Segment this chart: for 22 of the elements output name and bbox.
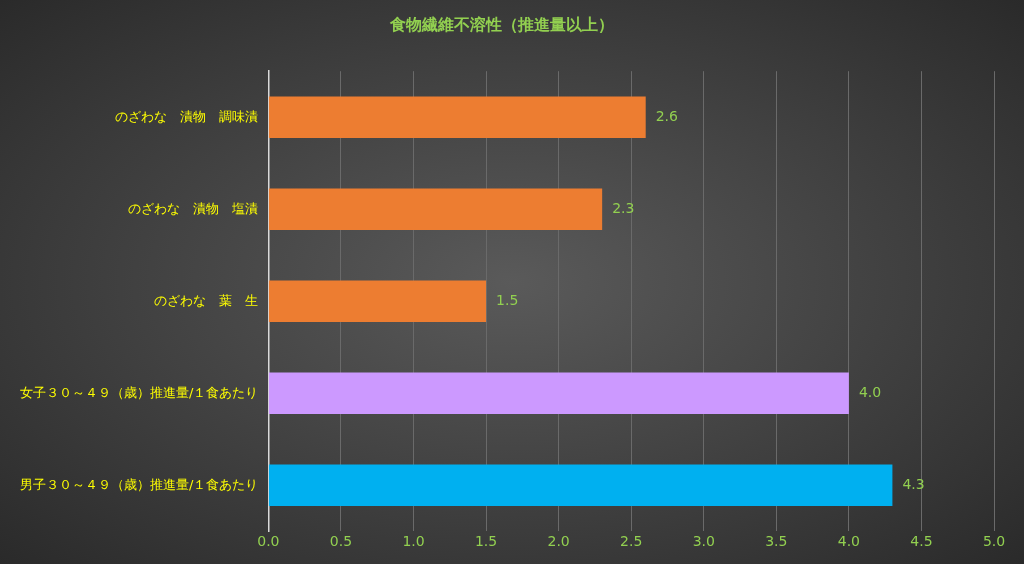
x-tick-label: 3.0 <box>692 533 715 550</box>
x-tick-label: 4.0 <box>837 533 861 550</box>
x-tick-label: 1.5 <box>474 533 498 550</box>
y-tick-label: 男子３０～４９（歳）推進量/１食あたり <box>19 476 259 492</box>
chart-title: 食物繊維不溶性（推進量以上） <box>389 14 614 34</box>
y-tick-label: のざわな 漬物 塩漬 <box>128 200 259 216</box>
x-tick-label: 4.5 <box>910 533 933 550</box>
y-tick-label: 女子３０～４９（歳）推進量/１食あたり <box>19 384 259 400</box>
x-tick-label: 5.0 <box>982 533 1006 550</box>
data-label: 2.6 <box>655 107 679 124</box>
data-label: 2.3 <box>612 199 635 216</box>
x-tick-label: 0.0 <box>257 533 280 550</box>
x-tick-label: 2.5 <box>620 533 643 550</box>
x-tick-label: 2.0 <box>547 533 570 550</box>
x-tick-label: 3.5 <box>765 533 788 550</box>
x-tick-label: 1.0 <box>402 533 425 550</box>
data-label: 1.5 <box>496 291 519 308</box>
data-label: 4.0 <box>858 383 882 400</box>
y-tick-label: のざわな 葉 生 <box>154 292 259 308</box>
data-label: 4.3 <box>902 475 925 492</box>
y-tick-label: のざわな 漬物 調味漬 <box>115 108 259 124</box>
x-tick-label: 0.5 <box>329 533 353 550</box>
